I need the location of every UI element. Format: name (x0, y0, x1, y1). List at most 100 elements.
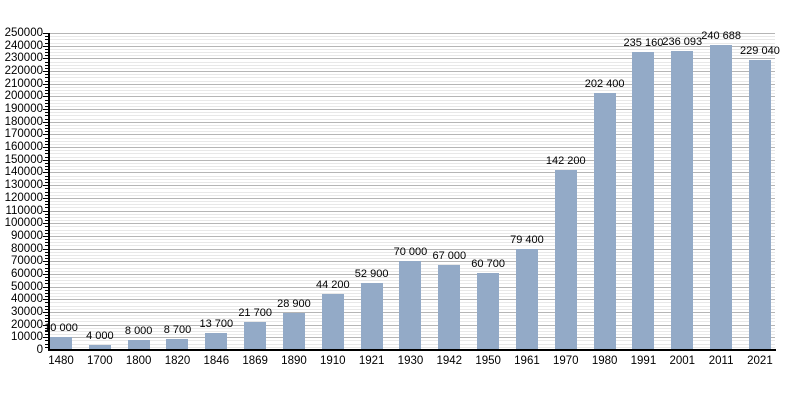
x-tick-label: 1869 (242, 355, 268, 367)
x-tick-label: 1991 (630, 355, 657, 367)
x-tick-label: 1970 (552, 355, 579, 367)
bar (477, 273, 500, 350)
bar (321, 293, 344, 350)
y-tick-major (43, 134, 48, 136)
gridline-minor (49, 61, 775, 63)
y-tick-minor (45, 280, 48, 282)
y-tick-minor (45, 321, 48, 323)
y-tick-label: 160000 (4, 141, 43, 154)
bar (710, 44, 733, 350)
bar (166, 338, 189, 350)
y-tick-minor (45, 292, 48, 294)
y-tick-label: 120000 (4, 191, 43, 204)
gridline-minor (49, 128, 775, 130)
gridline-minor (49, 245, 775, 247)
y-tick-minor (45, 232, 48, 234)
bar (205, 332, 228, 350)
y-tick-label: 220000 (4, 65, 43, 78)
bar (88, 344, 111, 350)
y-tick-minor (45, 302, 48, 304)
bar (282, 313, 305, 350)
y-tick-minor (45, 162, 48, 164)
gridline-major (49, 185, 775, 187)
y-tick-label: 30000 (11, 305, 43, 318)
y-tick-minor (45, 340, 48, 342)
y-tick-major (43, 299, 48, 301)
y-tick-minor (45, 346, 48, 348)
y-tick-major (43, 121, 48, 123)
y-tick-label: 130000 (4, 179, 43, 192)
y-tick-minor (45, 52, 48, 54)
y-tick-major (43, 273, 48, 275)
bar (50, 337, 72, 350)
x-tick-label: 1700 (87, 355, 113, 367)
y-tick-minor (45, 315, 48, 317)
bar-value-label: 236 093 (662, 35, 703, 48)
gridline-minor (49, 162, 775, 164)
gridline-minor (49, 251, 775, 253)
gridline-minor (49, 36, 775, 38)
y-tick-minor (45, 289, 48, 291)
y-tick-major (43, 311, 48, 313)
bar-value-label: 79 400 (510, 234, 544, 247)
y-tick-minor (45, 48, 48, 50)
y-tick-minor (45, 213, 48, 215)
y-tick-label: 240000 (4, 39, 43, 52)
y-tick-major (43, 337, 48, 339)
gridline-minor (49, 201, 775, 202)
gridline-minor (49, 226, 775, 228)
gridline-minor (49, 242, 775, 244)
gridline-major (49, 96, 775, 98)
y-tick-label: 210000 (4, 77, 43, 90)
y-tick-label: 10000 (11, 331, 43, 344)
y-tick-label: 170000 (4, 128, 43, 141)
bar (127, 339, 150, 350)
y-tick-minor (45, 175, 48, 177)
y-tick-major (43, 197, 48, 199)
y-tick-major (43, 286, 48, 288)
bar (360, 282, 383, 350)
y-tick-label: 100000 (4, 217, 43, 230)
y-tick-major (43, 210, 48, 212)
y-tick-minor (45, 42, 48, 44)
y-tick-minor (45, 166, 48, 168)
gridline-minor (49, 55, 775, 57)
bar-value-label: 142 200 (545, 154, 586, 167)
x-tick-label: 2011 (708, 355, 734, 367)
gridline-minor (49, 137, 775, 139)
gridline-major (49, 197, 775, 199)
gridline-minor (49, 175, 775, 177)
y-tick-label: 190000 (4, 103, 43, 116)
y-tick-major (43, 172, 48, 174)
x-tick-label: 1921 (358, 355, 385, 367)
gridline-minor (49, 64, 775, 66)
y-tick-minor (45, 64, 48, 66)
gridline-minor (49, 39, 775, 41)
y-tick-minor (45, 153, 48, 155)
y-tick-label: 200000 (4, 90, 43, 103)
gridline-minor (49, 229, 775, 231)
bar-value-label: 8 700 (163, 323, 192, 336)
x-tick-label: 2021 (747, 355, 773, 367)
y-tick-major (43, 185, 48, 187)
y-tick-minor (45, 251, 48, 253)
gridline-minor (49, 204, 775, 206)
y-tick-major (43, 33, 48, 34)
y-tick-label: 0 (36, 344, 43, 356)
y-tick-major (43, 83, 48, 85)
y-tick-minor (45, 86, 48, 88)
y-tick-label: 250000 (4, 27, 43, 39)
y-tick-minor (45, 105, 48, 107)
y-tick-label: 110000 (5, 204, 43, 217)
x-tick-label: 1800 (125, 355, 152, 367)
y-tick-minor (45, 140, 48, 142)
gridline-minor (49, 112, 775, 114)
gridline-minor (49, 232, 775, 234)
y-tick-minor (45, 156, 48, 158)
y-tick-minor (45, 201, 48, 202)
gridline-minor (49, 150, 775, 152)
gridline-major (49, 83, 775, 85)
bar (438, 265, 461, 350)
x-tick-label: 1930 (397, 355, 424, 367)
bar-value-label: 8 000 (124, 324, 153, 337)
